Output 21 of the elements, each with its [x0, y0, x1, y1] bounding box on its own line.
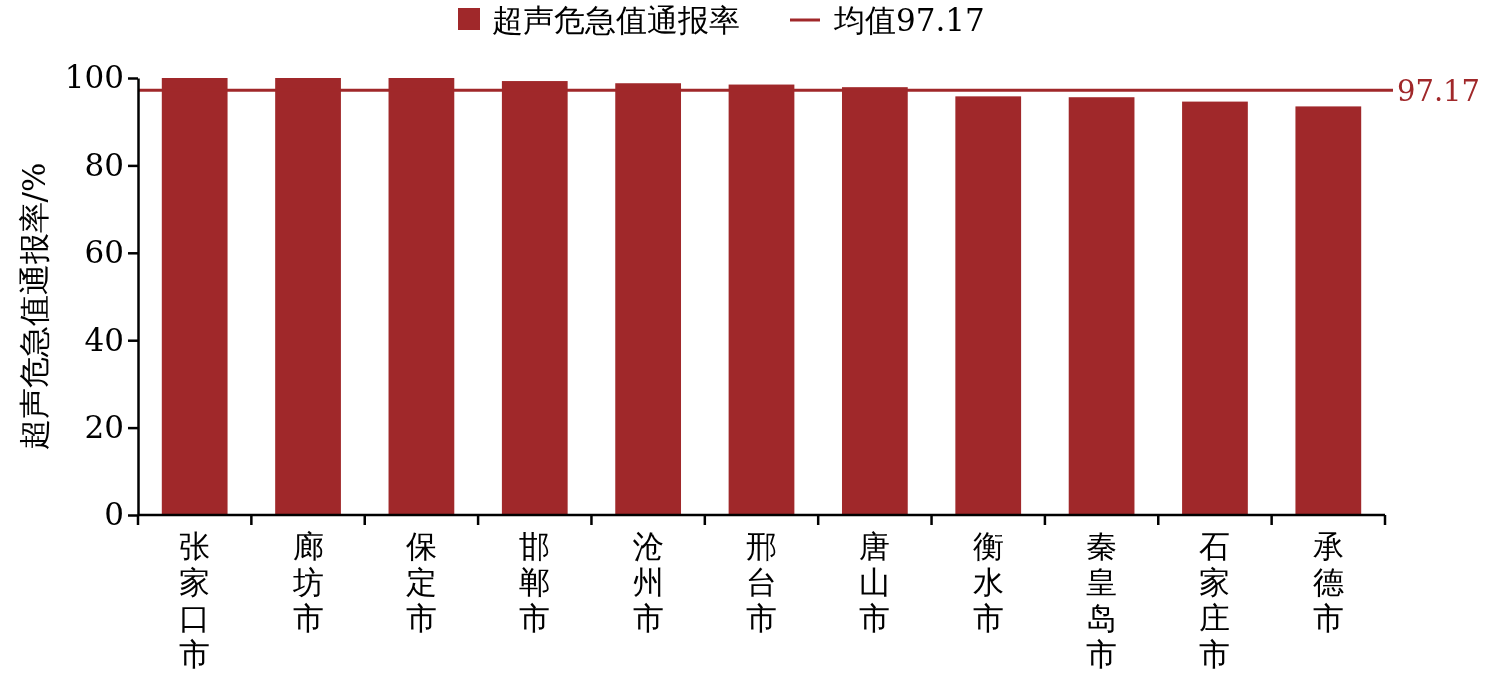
- x-tick-label: 衡水市: [972, 528, 1004, 636]
- y-tick-label: 60: [84, 234, 124, 271]
- legend-label: 均值97.17: [833, 2, 985, 38]
- y-tick-label: 40: [84, 321, 124, 358]
- x-tick-label: 承德市: [1312, 528, 1344, 636]
- x-tick-label: 保定市: [405, 528, 437, 636]
- legend-label: 超声危急值通报率: [492, 2, 740, 38]
- x-tick-label: 唐山市: [859, 528, 891, 636]
- y-tick-label: 20: [84, 409, 124, 446]
- y-tick-label: 100: [64, 59, 124, 96]
- y-tick-label: 0: [104, 496, 124, 533]
- x-tick-label: 秦皇岛市: [1086, 528, 1118, 672]
- x-tick-label: 邢台市: [746, 528, 777, 636]
- text: 97.17: [1397, 73, 1481, 108]
- x-tick-label: 邯郸市: [519, 528, 551, 636]
- y-tick-label: 80: [84, 146, 124, 183]
- x-tick-label: 石家庄市: [1199, 528, 1231, 672]
- y-axis-title: 超声危急值通报率/%: [16, 162, 52, 451]
- x-tick-label: 张家口市: [179, 528, 211, 672]
- x-tick-label: 廊坊市: [291, 528, 324, 636]
- x-tick-label: 沧州市: [632, 528, 664, 636]
